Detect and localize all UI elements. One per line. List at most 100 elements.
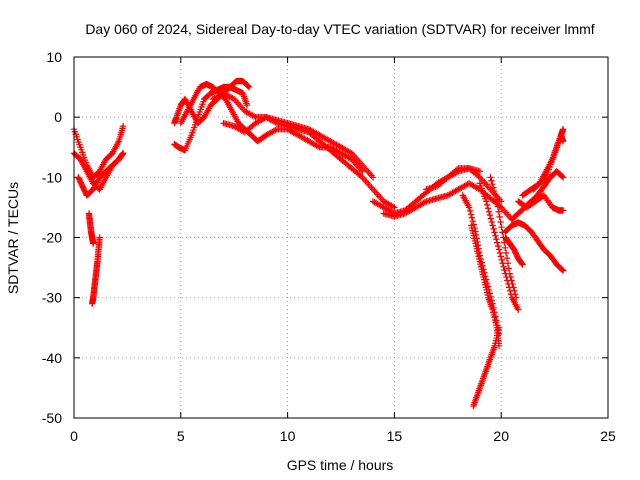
data-point [487,215,495,222]
data-point [489,181,496,188]
data-marks-layer [70,77,567,410]
data-point [504,260,512,267]
data-point [559,266,566,273]
data-point [503,254,511,262]
data-point [495,324,503,331]
data-point [496,213,503,221]
data-point [475,172,482,180]
data-point [314,143,322,150]
series-arc-5 [88,234,103,307]
data-point [483,201,491,209]
data-point [466,207,474,215]
data-point [512,291,519,298]
data-point [559,207,567,214]
data-point [559,173,566,180]
data-point [510,284,517,291]
data-point [245,83,252,90]
data-point [453,168,461,176]
data-point [96,234,103,241]
data-point [485,208,493,215]
x-tick-label: 5 [177,428,185,444]
x-tick-label: 15 [387,428,403,444]
series-arc-24 [502,234,526,268]
y-tick-label: -10 [42,169,62,185]
grid-layer [74,57,608,418]
data-point [508,277,515,284]
y-tick-label: -40 [42,350,62,366]
data-point [245,83,253,91]
data-point [467,211,475,218]
data-point [512,294,520,301]
data-point [119,122,127,130]
y-tick-label: 0 [54,109,62,125]
data-point [468,214,476,221]
data-point [486,211,494,219]
data-point [483,198,490,205]
data-point [491,191,499,198]
chart-title: Day 060 of 2024, Sidereal Day-to-day VTE… [85,21,594,37]
data-point [465,204,473,211]
data-point [495,246,503,253]
data-point [243,101,251,109]
data-point [90,240,97,247]
data-point [496,249,504,257]
data-point [500,263,507,270]
data-point [391,204,398,211]
series-arc-10 [220,113,398,211]
data-point [505,265,513,272]
data-point [497,218,504,226]
series-arc-19 [502,219,567,274]
data-point [492,194,500,202]
data-point [272,119,279,126]
data-point [501,266,508,274]
data-point [519,261,526,268]
series-arc-15 [468,222,503,349]
series-arc-16 [470,324,503,410]
data-point [497,253,505,260]
data-point [250,113,258,120]
data-point [389,203,397,210]
data-point [559,138,567,145]
data-point [490,187,498,195]
series-arc-21 [515,192,567,214]
data-point [494,203,502,210]
data-point [559,267,567,274]
data-point [489,222,496,229]
data-point [469,217,477,225]
data-point [495,208,502,215]
data-point [515,306,522,313]
x-tick-label: 10 [280,428,296,444]
series-arc-3 [75,150,127,199]
plot-frame [73,56,609,419]
data-point [498,256,506,264]
data-point [509,280,516,288]
y-tick-label: 10 [46,49,62,65]
y-tick-label: -20 [42,230,62,246]
x-tick-label: 20 [493,428,509,444]
data-point [511,287,518,294]
data-point [369,174,377,181]
data-point [119,150,126,158]
y-tick-label: -50 [42,410,62,426]
data-point [488,218,495,226]
data-point [357,172,365,180]
data-point [493,198,501,205]
x-tick-label: 25 [600,428,616,444]
data-point [494,242,502,250]
series-arc-20 [508,168,567,223]
data-point [502,249,510,257]
data-point [559,174,567,181]
data-point [272,126,279,134]
data-point [559,126,567,133]
data-point [507,273,514,281]
y-axis-label: SDTVAR / TECUs [5,182,21,294]
data-point [487,174,494,181]
data-point [492,232,499,239]
series-arc-8 [177,80,366,175]
x-axis-label: GPS time / hours [287,457,394,473]
data-point [499,229,506,236]
data-point [498,223,505,231]
data-point [488,177,495,184]
data-point [490,225,497,233]
